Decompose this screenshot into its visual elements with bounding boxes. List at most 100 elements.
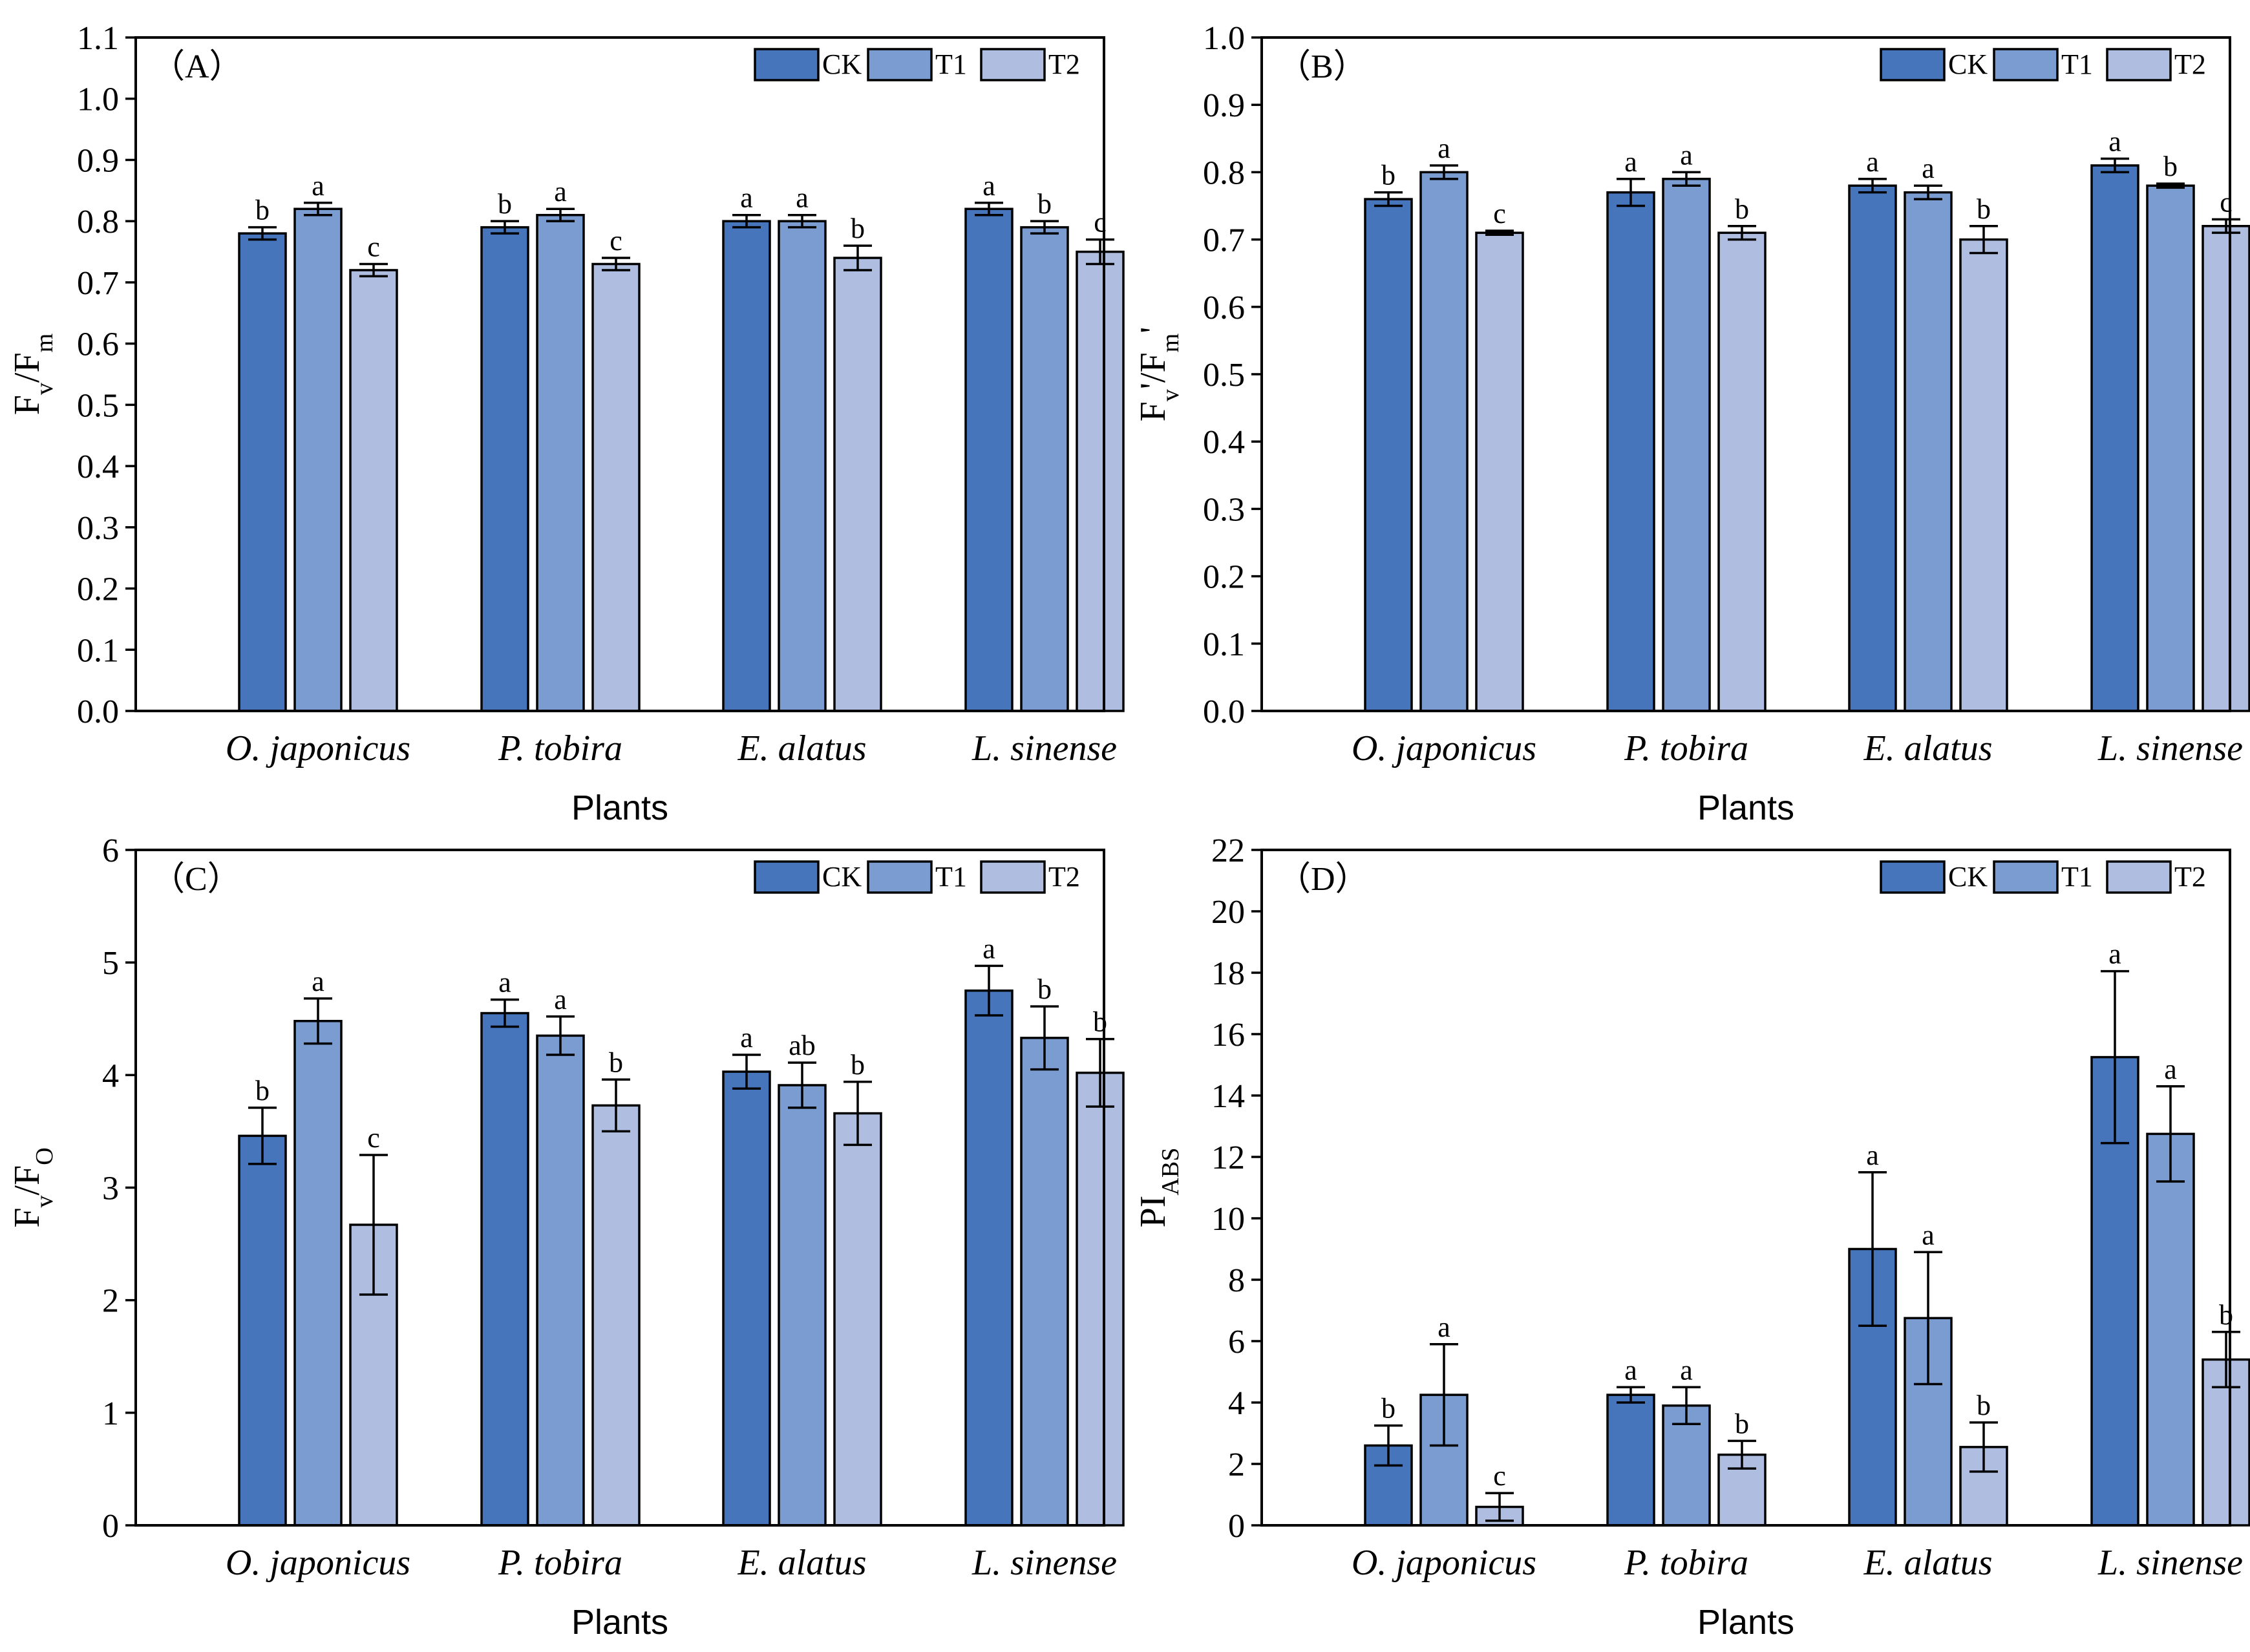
significance-letter: a xyxy=(1624,146,1637,178)
legend-swatch-t1 xyxy=(1993,48,2059,81)
error-bar xyxy=(1030,220,1059,235)
category-label: O. japonicus xyxy=(226,728,410,768)
error-bar xyxy=(1086,238,1114,266)
significance-letter: a xyxy=(740,1022,753,1054)
legend: CK T1 T2 xyxy=(754,860,1080,894)
significance-letter: a xyxy=(2108,938,2121,970)
bar-ck-1 xyxy=(238,232,287,712)
y-tick-label: 0.0 xyxy=(77,694,119,730)
y-tick-label: 0.8 xyxy=(1203,154,1245,191)
legend-label-ck: CK xyxy=(822,861,862,893)
bar-t1-1 xyxy=(293,1019,343,1527)
y-tick-label: 0.5 xyxy=(1203,357,1245,394)
x-axis-title: Plants xyxy=(571,789,668,827)
y-axis-title: Fv'/Fm' xyxy=(1133,327,1184,422)
error-bar xyxy=(1914,184,1942,200)
significance-letter: c xyxy=(1493,198,1506,229)
category-label: P. tobira xyxy=(1624,1543,1748,1583)
legend-label-t2: T2 xyxy=(2174,861,2206,893)
legend-swatch-t1 xyxy=(867,48,933,81)
bar-t1-2 xyxy=(536,1034,585,1527)
x-axis-title: Plants xyxy=(1697,1603,1794,1642)
bar-t1-4 xyxy=(2146,1132,2195,1527)
bar-t2-3 xyxy=(1959,238,2008,712)
y-tick-label: 1.1 xyxy=(77,20,119,57)
error-bar xyxy=(2101,157,2129,174)
y-tick-label: 0 xyxy=(1228,1508,1245,1545)
error-bar xyxy=(304,997,332,1045)
error-bar xyxy=(844,244,872,271)
y-tick-label: 1 xyxy=(102,1395,119,1432)
bar-t1-1 xyxy=(293,207,343,712)
panel-label: （B） xyxy=(1277,48,1367,85)
error-bar xyxy=(1430,1343,1458,1447)
significance-letter: b xyxy=(255,195,270,226)
y-tick-label: 16 xyxy=(1211,1017,1245,1054)
y-tick-label: 0.6 xyxy=(1203,290,1245,326)
category-label: E. alatus xyxy=(1863,728,1992,768)
bar-t2-1 xyxy=(1475,231,1524,712)
category-label: L. sinense xyxy=(971,728,1117,768)
y-tick-label: 0.9 xyxy=(77,142,119,179)
legend: CK T1 T2 xyxy=(1880,860,2206,894)
plot-frame xyxy=(134,36,1105,712)
error-bar xyxy=(546,1015,575,1056)
y-tick-label: 0.2 xyxy=(77,571,119,608)
legend-swatch-t2 xyxy=(980,860,1046,894)
y-tick-label: 2 xyxy=(102,1283,119,1320)
category-label: O. japonicus xyxy=(226,1543,410,1583)
y-tick-label: 0.6 xyxy=(77,326,119,363)
y-tick-label: 0.9 xyxy=(1203,87,1245,124)
bar-t2-2 xyxy=(591,1104,641,1527)
error-bar xyxy=(602,1078,630,1133)
bar-t2-4 xyxy=(1076,250,1125,712)
y-tick-label: 0.5 xyxy=(77,387,119,424)
error-bar xyxy=(1030,1005,1059,1071)
error-bar xyxy=(602,257,630,271)
significance-letter: a xyxy=(2108,126,2121,158)
y-tick-label: 22 xyxy=(1211,832,1245,869)
significance-letter: b xyxy=(851,1049,865,1081)
bar-t1-2 xyxy=(1662,178,1711,712)
significance-letter: a xyxy=(1866,1139,1879,1171)
y-tick-label: 6 xyxy=(1228,1324,1245,1361)
error-bar xyxy=(1430,164,1458,180)
category-label: E. alatus xyxy=(1863,1543,1992,1583)
error-bar xyxy=(844,1081,872,1147)
category-label: E. alatus xyxy=(737,728,866,768)
panel-a: b a c O. japonicus b a c P. tobira a a b E. alatus a… xyxy=(7,20,1125,827)
category-label: O. japonicus xyxy=(1352,728,1536,768)
y-tick-label: 0.3 xyxy=(77,510,119,547)
bar-t2-3 xyxy=(833,1112,882,1527)
legend-swatch-ck xyxy=(754,48,820,81)
legend-swatch-ck xyxy=(1880,860,1946,894)
significance-letter: b xyxy=(1381,160,1396,191)
significance-letter: c xyxy=(610,225,622,257)
y-tick-label: 2 xyxy=(1228,1446,1245,1483)
y-axis-title: Fv/FO xyxy=(7,1147,58,1227)
panel-label: （D） xyxy=(1277,861,1369,898)
category-label: L. sinense xyxy=(2097,728,2243,768)
significance-letter: b xyxy=(1381,1393,1396,1424)
error-bar xyxy=(1728,1439,1756,1470)
legend: CK T1 T2 xyxy=(754,48,1080,81)
error-bar xyxy=(1374,191,1403,207)
error-bar xyxy=(1969,1421,1998,1473)
y-tick-label: 10 xyxy=(1211,1201,1245,1238)
significance-letter: a xyxy=(1866,146,1879,178)
y-tick-label: 0.3 xyxy=(1203,491,1245,528)
significance-letter: a xyxy=(312,966,324,997)
x-axis-title: Plants xyxy=(571,1603,668,1642)
bar-t1-3 xyxy=(1904,191,1953,712)
legend-label-ck: CK xyxy=(822,48,862,80)
category-label: P. tobira xyxy=(498,728,622,768)
bar-t2-2 xyxy=(591,262,641,712)
significance-letter: b xyxy=(1037,973,1052,1005)
y-tick-label: 0.7 xyxy=(77,265,119,302)
error-bar xyxy=(788,213,816,229)
category-label: P. tobira xyxy=(498,1543,622,1583)
error-bar xyxy=(2212,1331,2240,1388)
significance-letter: a xyxy=(312,170,324,202)
error-bar xyxy=(788,1061,816,1109)
